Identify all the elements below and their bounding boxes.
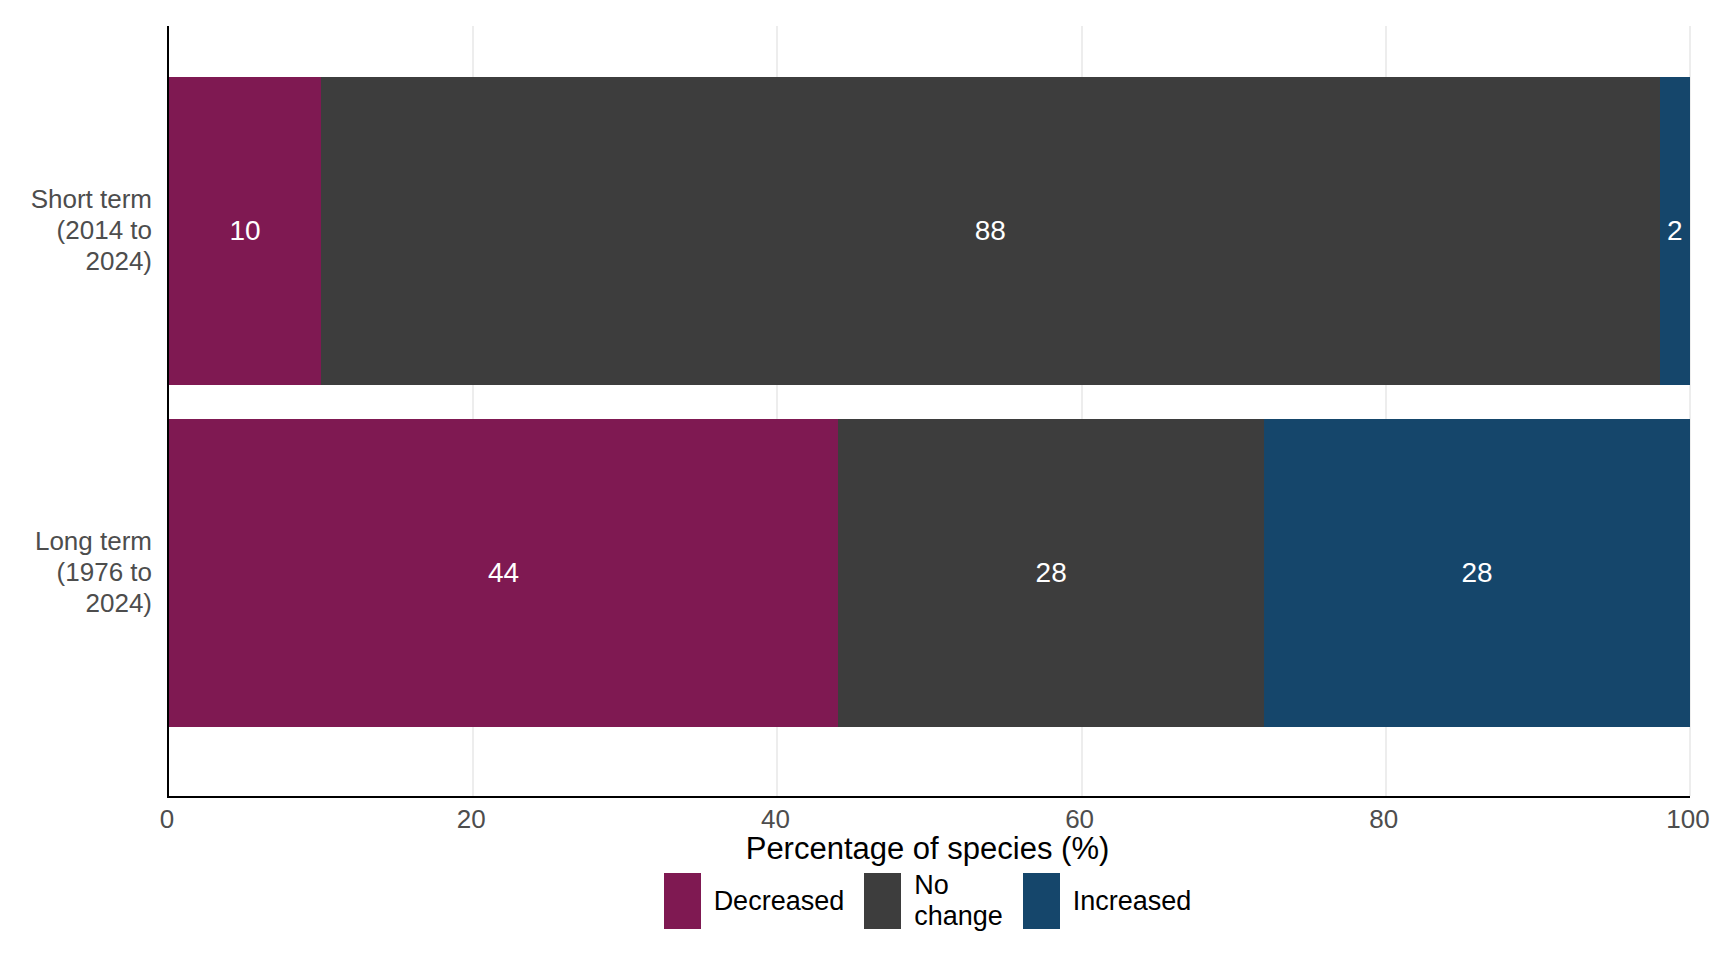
stacked-bar-chart: 10 88 2 44 28 28 Short term (2014 to 202… xyxy=(0,0,1718,960)
category-label-long-term: Long term (1976 to 2024) xyxy=(0,526,152,619)
plot-area: 10 88 2 44 28 28 xyxy=(167,26,1690,798)
legend-item-increased: Increased xyxy=(1023,873,1192,929)
bar-segment-no-change: 88 xyxy=(321,77,1659,385)
value-label: 28 xyxy=(1461,557,1492,589)
value-label: 2 xyxy=(1667,215,1683,247)
x-axis-title: Percentage of species (%) xyxy=(167,831,1688,867)
value-label: 44 xyxy=(488,557,519,589)
legend: Decreased No change Increased xyxy=(167,870,1688,932)
legend-label-decreased: Decreased xyxy=(714,886,845,917)
bar-short-term: 10 88 2 xyxy=(169,77,1690,385)
category-label-short-term: Short term (2014 to 2024) xyxy=(0,184,152,277)
bar-segment-decreased: 10 xyxy=(169,77,321,385)
legend-swatch-no-change xyxy=(864,873,901,929)
value-label: 28 xyxy=(1036,557,1067,589)
bar-segment-increased: 28 xyxy=(1264,419,1690,727)
bar-segment-decreased: 44 xyxy=(169,419,838,727)
bar-segment-increased: 2 xyxy=(1660,77,1690,385)
bar-segment-no-change: 28 xyxy=(838,419,1264,727)
legend-swatch-decreased xyxy=(664,873,701,929)
value-label: 88 xyxy=(975,215,1006,247)
legend-item-no-change: No change xyxy=(864,870,1003,932)
legend-label-increased: Increased xyxy=(1073,886,1192,917)
legend-item-decreased: Decreased xyxy=(664,873,845,929)
value-label: 10 xyxy=(229,215,260,247)
legend-label-no-change: No change xyxy=(914,870,1003,932)
bar-long-term: 44 28 28 xyxy=(169,419,1690,727)
legend-swatch-increased xyxy=(1023,873,1060,929)
